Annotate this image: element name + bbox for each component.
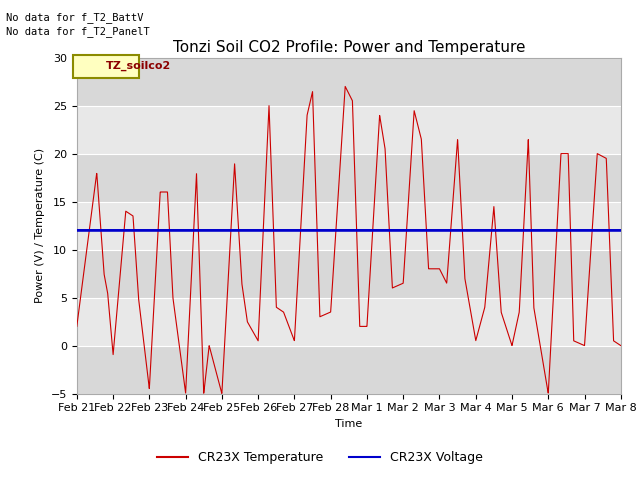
X-axis label: Time: Time: [335, 419, 362, 429]
Bar: [77, 250, 621, 298]
Bar: [77, 346, 621, 394]
Bar: [77, 58, 621, 106]
Bar: [77, 106, 621, 154]
Text: No data for f_T2_BattV: No data for f_T2_BattV: [6, 12, 144, 23]
Y-axis label: Power (V) / Temperature (C): Power (V) / Temperature (C): [35, 148, 45, 303]
Bar: [77, 298, 621, 346]
FancyBboxPatch shape: [74, 55, 139, 78]
Legend: CR23X Temperature, CR23X Voltage: CR23X Temperature, CR23X Voltage: [152, 446, 488, 469]
Title: Tonzi Soil CO2 Profile: Power and Temperature: Tonzi Soil CO2 Profile: Power and Temper…: [173, 40, 525, 55]
Bar: [77, 202, 621, 250]
Bar: [77, 154, 621, 202]
Text: No data for f_T2_PanelT: No data for f_T2_PanelT: [6, 26, 150, 37]
Text: TZ_soilco2: TZ_soilco2: [106, 61, 171, 72]
